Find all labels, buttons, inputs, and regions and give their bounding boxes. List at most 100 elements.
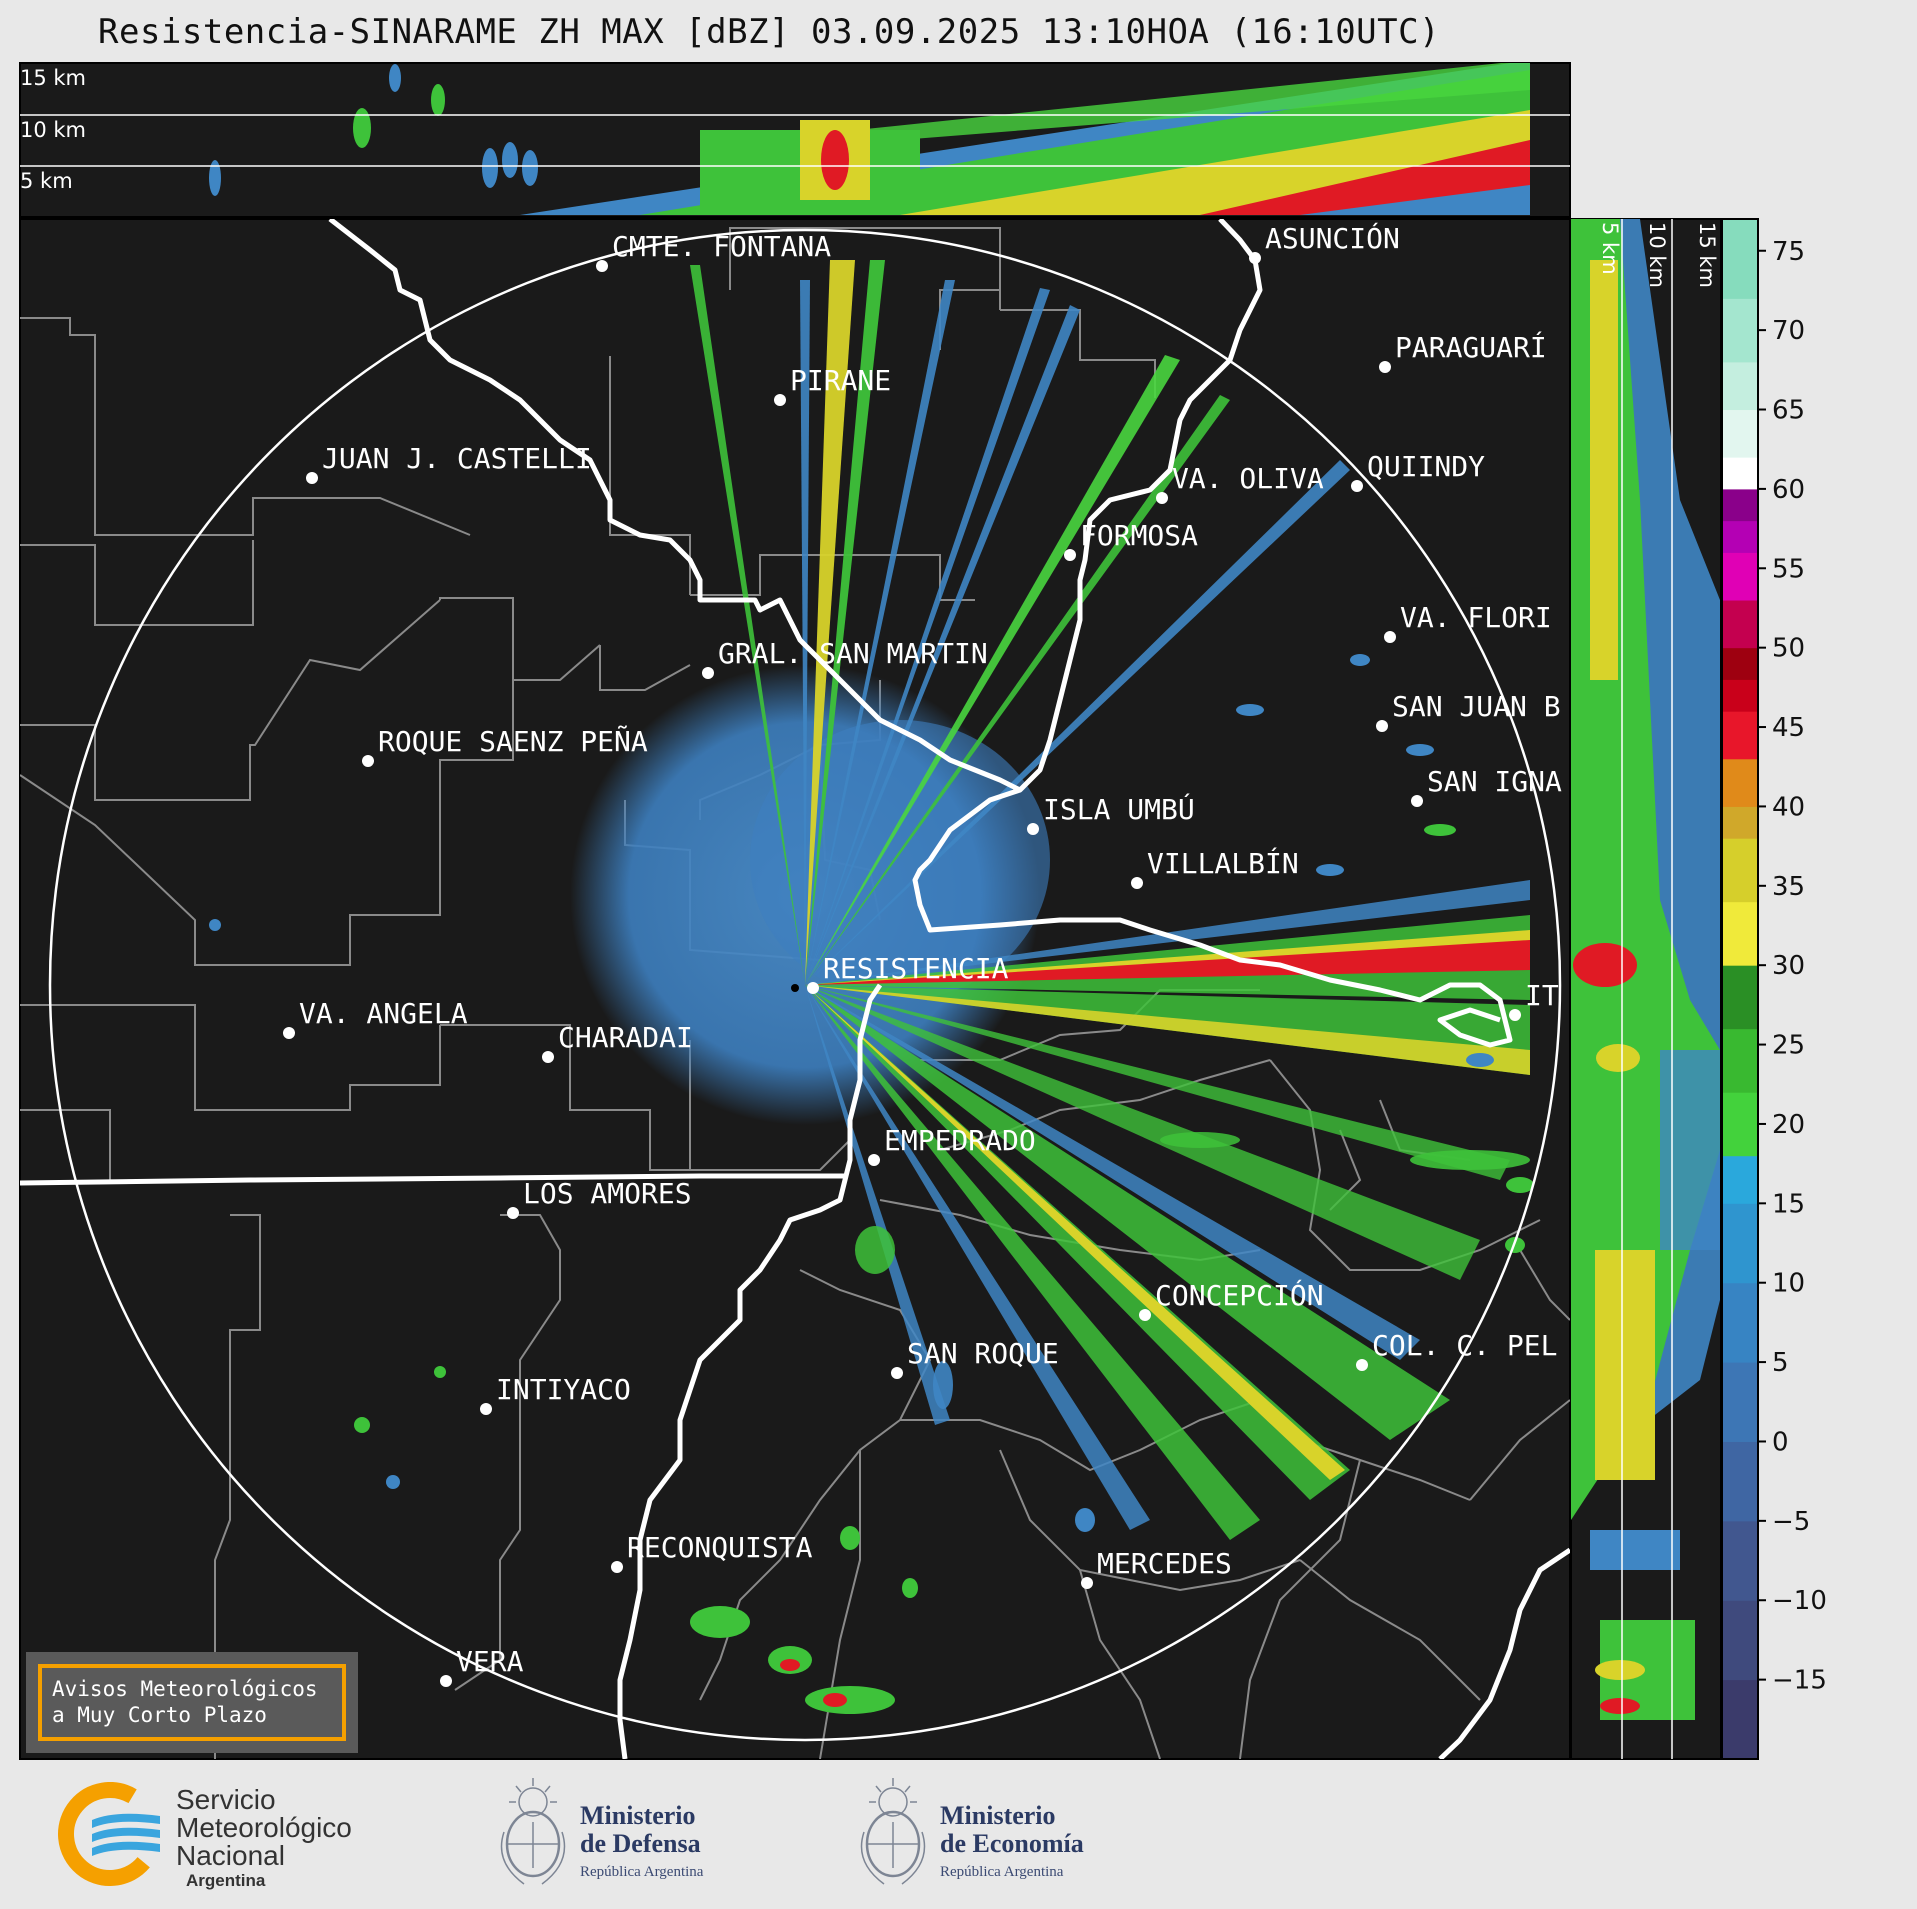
colorbar-swatch bbox=[1722, 1155, 1758, 1204]
city-marker bbox=[440, 1675, 452, 1687]
colorbar-swatch bbox=[1722, 965, 1758, 1030]
colorbar-swatch bbox=[1722, 806, 1758, 839]
top-height-label-15: 15 km bbox=[20, 66, 86, 90]
smn-logo: Servicio Meteorológico Nacional Argentin… bbox=[56, 1782, 396, 1892]
city-label: CHARADAI bbox=[558, 1021, 693, 1054]
economia-line2: de Economía bbox=[940, 1829, 1084, 1858]
colorbar-swatch bbox=[1722, 758, 1758, 807]
colorbar-swatch bbox=[1722, 298, 1758, 363]
colorbar-tick-label: 45 bbox=[1772, 713, 1805, 743]
colorbar-swatch bbox=[1722, 361, 1758, 411]
radar-map: CMTE. FONTANA PIRANE ASUNCIÓN PARAGUARÍ JUAN… bbox=[19, 218, 1571, 1760]
city-marker bbox=[283, 1027, 295, 1039]
city-marker bbox=[542, 1051, 554, 1063]
city-marker bbox=[362, 755, 374, 767]
city-marker bbox=[1509, 1009, 1521, 1021]
economia-line1: Ministerio bbox=[940, 1801, 1056, 1830]
colorbar-swatch bbox=[1722, 1600, 1758, 1681]
city-label: RECONQUISTA bbox=[627, 1531, 813, 1564]
top-height-label-5: 5 km bbox=[20, 169, 73, 193]
city-label: VA. ANGELA bbox=[299, 997, 468, 1030]
smn-line4: Argentina bbox=[186, 1871, 266, 1890]
colorbar-tick-label: 70 bbox=[1772, 316, 1805, 346]
side-height-label-15: 15 km bbox=[1695, 222, 1719, 288]
colorbar-tick-label: 65 bbox=[1772, 396, 1805, 426]
city-marker bbox=[1411, 795, 1423, 807]
economia-logo: Ministerio de Economía República Argenti… bbox=[854, 1772, 1174, 1902]
avisos-line2: a Muy Corto Plazo bbox=[52, 1703, 267, 1727]
avisos-badge[interactable]: Avisos Meteorológicos a Muy Corto Plazo bbox=[26, 1652, 358, 1753]
city-marker bbox=[1379, 361, 1391, 373]
city-marker bbox=[611, 1561, 623, 1573]
city-marker bbox=[1064, 549, 1076, 561]
city-label: SAN JUAN B bbox=[1392, 690, 1561, 723]
colorbar-tick-label: 20 bbox=[1772, 1110, 1805, 1140]
city-marker bbox=[1156, 492, 1168, 504]
smn-line2: Meteorológico bbox=[176, 1812, 352, 1843]
colorbar-swatch bbox=[1722, 1679, 1758, 1760]
colorbar-tick-label: 55 bbox=[1772, 554, 1805, 584]
colorbar-tick-label: 75 bbox=[1772, 237, 1805, 267]
colorbar-swatch bbox=[1722, 457, 1758, 490]
city-marker bbox=[596, 260, 608, 272]
defensa-line3: República Argentina bbox=[580, 1864, 704, 1880]
city-marker bbox=[1081, 1577, 1093, 1589]
city-marker bbox=[1356, 1359, 1368, 1371]
defensa-logo: Ministerio de Defensa República Argentin… bbox=[494, 1772, 794, 1902]
defensa-line2: de Defensa bbox=[580, 1829, 701, 1858]
side-cross-section: 5 km 10 km 15 km bbox=[1570, 218, 1722, 1760]
city-label: COL. C. PEL bbox=[1372, 1329, 1557, 1362]
colorbar-swatch bbox=[1722, 647, 1758, 680]
colorbar-swatch bbox=[1722, 488, 1758, 522]
city-marker bbox=[1027, 823, 1039, 835]
colorbar-swatch bbox=[1722, 552, 1758, 601]
colorbar-tick-label: 30 bbox=[1772, 951, 1805, 981]
top-height-label-10: 10 km bbox=[20, 118, 86, 142]
city-marker bbox=[1249, 252, 1261, 264]
colorbar-tick-label: −10 bbox=[1772, 1586, 1827, 1616]
city-marker bbox=[480, 1403, 492, 1415]
radar-site-marker bbox=[791, 984, 799, 992]
city-label: CMTE. FONTANA bbox=[612, 230, 831, 263]
city-label: PIRANE bbox=[790, 364, 891, 397]
city-marker bbox=[891, 1367, 903, 1379]
colorbar-swatch bbox=[1722, 838, 1758, 903]
colorbar-tick-label: −5 bbox=[1772, 1507, 1810, 1537]
city-label: CONCEPCIÓN bbox=[1155, 1278, 1324, 1312]
smn-line3: Nacional bbox=[176, 1840, 285, 1871]
city-label: VERA bbox=[456, 1645, 524, 1678]
colorbar-swatch bbox=[1722, 679, 1758, 712]
city-label: IT bbox=[1525, 979, 1559, 1012]
colorbar-swatch bbox=[1722, 520, 1758, 553]
city-label: QUIINDY bbox=[1367, 450, 1485, 483]
city-marker bbox=[774, 394, 786, 406]
city-label: RESISTENCIA bbox=[823, 952, 1009, 985]
colorbar-swatch bbox=[1722, 1441, 1758, 1522]
side-height-label-10: 10 km bbox=[1645, 222, 1669, 288]
city-label: SAN IGNA bbox=[1427, 765, 1562, 798]
colorbar-swatch bbox=[1722, 409, 1758, 458]
colorbar-swatch bbox=[1722, 219, 1758, 299]
colorbar-swatch bbox=[1722, 600, 1758, 649]
colorbar-swatch bbox=[1722, 1028, 1758, 1093]
city-marker bbox=[868, 1154, 880, 1166]
colorbar-tick-label: 60 bbox=[1772, 475, 1805, 505]
city-label: PARAGUARÍ bbox=[1395, 330, 1547, 364]
colorbar-swatch bbox=[1722, 1092, 1758, 1157]
city-marker bbox=[1376, 720, 1388, 732]
city-marker bbox=[507, 1207, 519, 1219]
city-marker bbox=[1351, 480, 1363, 492]
colorbar-tick-label: 50 bbox=[1772, 634, 1805, 664]
colorbar-swatch bbox=[1722, 901, 1758, 966]
city-label: VA. OLIVA bbox=[1172, 462, 1324, 495]
colorbar-swatch bbox=[1722, 1520, 1758, 1601]
colorbar-swatch bbox=[1722, 1362, 1758, 1442]
city-marker bbox=[306, 472, 318, 484]
city-label: FORMOSA bbox=[1080, 519, 1198, 552]
colorbar-tick-label: 35 bbox=[1772, 872, 1805, 902]
colorbar-tick-label: 5 bbox=[1772, 1348, 1789, 1378]
city-marker bbox=[1139, 1309, 1151, 1321]
city-label: LOS AMORES bbox=[523, 1177, 692, 1210]
colorbar-tick-label: 0 bbox=[1772, 1427, 1789, 1457]
